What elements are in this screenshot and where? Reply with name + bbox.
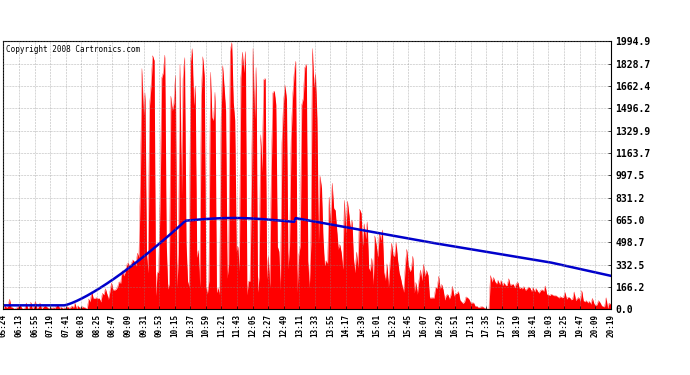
- Text: Copyright 2008 Cartronics.com: Copyright 2008 Cartronics.com: [6, 45, 141, 54]
- Text: West Array Actual Power (red) & Running Average Power (blue) (Watts) Sun Jun 29 : West Array Actual Power (red) & Running …: [79, 9, 611, 20]
